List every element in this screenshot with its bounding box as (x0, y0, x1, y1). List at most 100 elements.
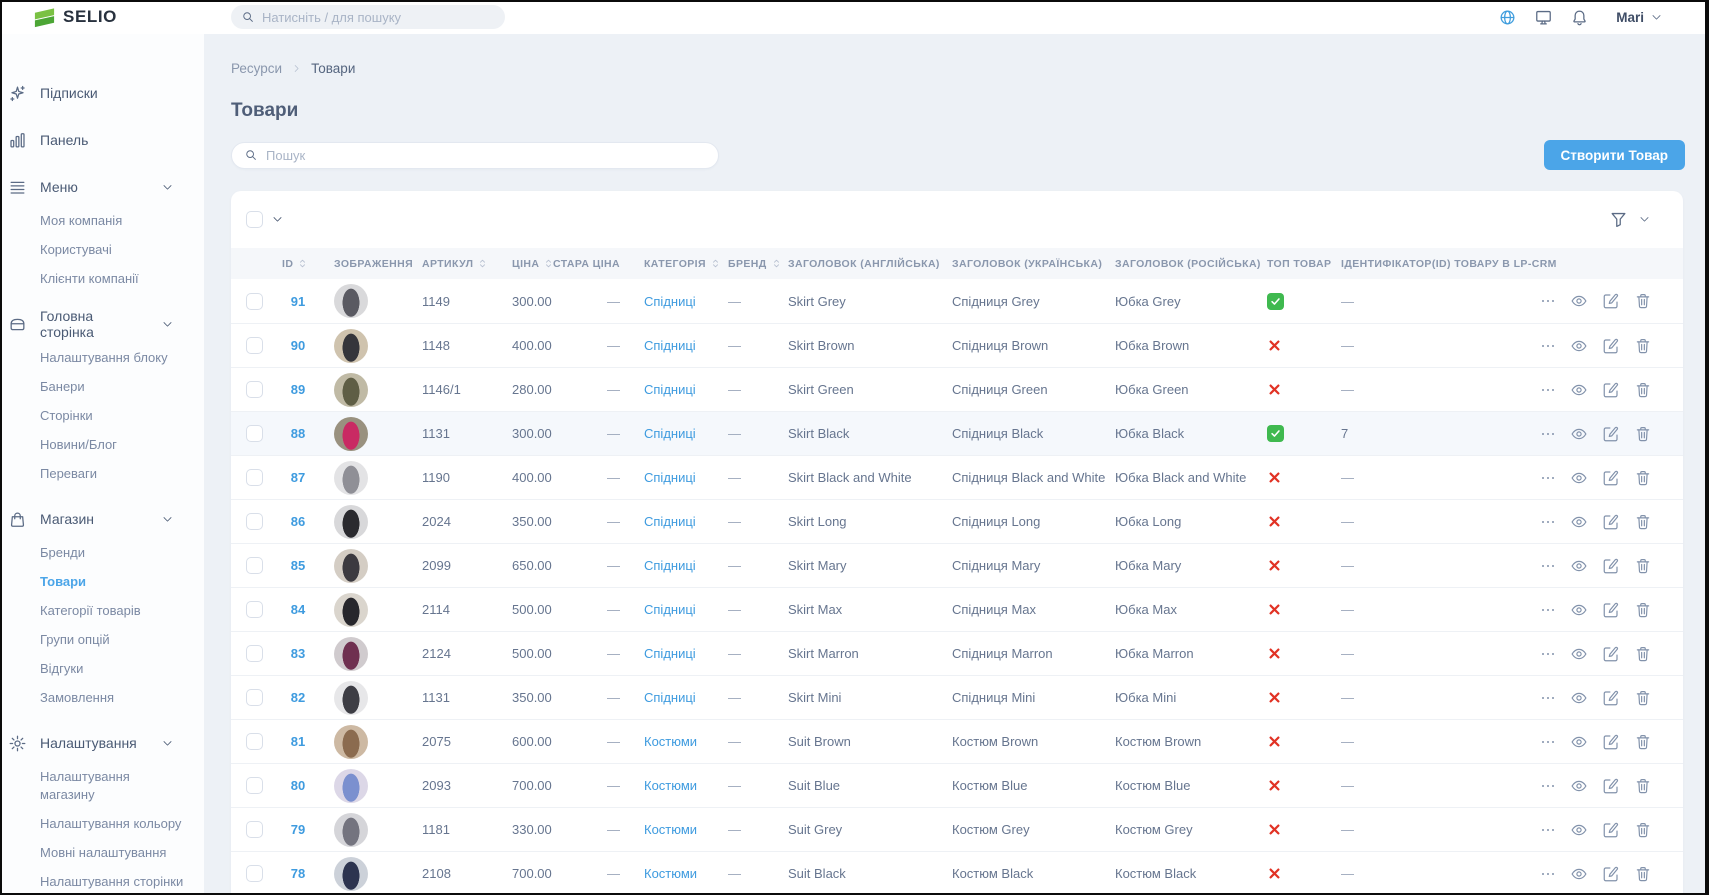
filter-chevron-icon[interactable] (1638, 213, 1651, 226)
global-search[interactable] (231, 5, 505, 29)
category-link[interactable]: Костюми (644, 734, 698, 749)
view-button[interactable] (1570, 513, 1588, 531)
sort-icon[interactable] (771, 258, 782, 269)
product-id-link[interactable]: 83 (290, 646, 306, 661)
row-more-button[interactable] (1540, 558, 1556, 574)
sidebar-item-головна-сторінка[interactable]: Головна сторінка (8, 308, 204, 340)
product-id-link[interactable]: 91 (290, 293, 306, 309)
view-button[interactable] (1570, 469, 1588, 487)
row-checkbox[interactable] (246, 557, 263, 574)
delete-button[interactable] (1634, 777, 1652, 795)
product-image[interactable] (334, 724, 368, 759)
delete-button[interactable] (1634, 865, 1652, 883)
sidebar-subitem[interactable]: Групи опцій (40, 631, 110, 647)
category-link[interactable]: Спідниці (644, 293, 696, 309)
row-more-button[interactable] (1540, 602, 1556, 618)
row-more-button[interactable] (1540, 866, 1556, 882)
delete-button[interactable] (1634, 733, 1652, 751)
category-link[interactable]: Спідниці (644, 646, 696, 661)
view-button[interactable] (1570, 777, 1588, 795)
row-more-button[interactable] (1540, 426, 1556, 442)
edit-button[interactable] (1602, 733, 1620, 751)
breadcrumb-resources[interactable]: Ресурси (231, 61, 283, 76)
column-header-brand[interactable]: БРЕНД (704, 258, 779, 270)
monitor-icon[interactable] (1534, 8, 1553, 27)
category-link[interactable]: Костюми (644, 778, 698, 793)
filter-icon[interactable] (1609, 210, 1628, 229)
product-id-link[interactable]: 88 (290, 426, 306, 441)
category-link[interactable]: Спідниці (644, 558, 696, 573)
row-more-button[interactable] (1540, 293, 1556, 309)
chevron-down-icon[interactable] (161, 737, 174, 750)
edit-button[interactable] (1602, 337, 1620, 355)
row-more-button[interactable] (1540, 382, 1556, 398)
product-image[interactable] (334, 812, 368, 847)
sidebar-subitem[interactable]: Налаштування блоку (40, 349, 168, 365)
edit-button[interactable] (1602, 821, 1620, 839)
sidebar-subitem[interactable]: Бренди (40, 544, 86, 560)
sidebar-subitem[interactable]: Замовлення (40, 689, 115, 705)
row-checkbox[interactable] (246, 733, 263, 750)
sidebar-subitem[interactable]: Налаштування кольору (40, 815, 182, 831)
sidebar-subitem[interactable]: Відгуки (40, 660, 84, 676)
category-link[interactable]: Спідниці (644, 426, 696, 441)
view-button[interactable] (1570, 381, 1588, 399)
row-checkbox[interactable] (246, 865, 263, 882)
column-header-id[interactable]: ID (276, 258, 320, 270)
delete-button[interactable] (1634, 469, 1652, 487)
delete-button[interactable] (1634, 337, 1652, 355)
sidebar-subitem[interactable]: Налаштування сторінки оформлення замовле… (40, 873, 184, 895)
product-id-link[interactable]: 78 (290, 866, 306, 881)
delete-button[interactable] (1634, 381, 1652, 399)
sidebar-subitem[interactable]: Банери (40, 378, 85, 394)
edit-button[interactable] (1602, 292, 1620, 310)
row-checkbox[interactable] (246, 292, 263, 310)
product-id-link[interactable]: 82 (290, 690, 306, 705)
column-header-sku[interactable]: АРТИКУЛ (408, 258, 508, 270)
product-id-link[interactable]: 84 (290, 602, 306, 617)
sidebar-subitem[interactable]: Новини/Блог (40, 436, 117, 452)
view-button[interactable] (1570, 733, 1588, 751)
product-image[interactable] (334, 680, 368, 715)
sort-icon[interactable] (297, 258, 308, 269)
product-id-link[interactable]: 87 (290, 470, 306, 485)
sidebar-subitem[interactable]: Категорії товарів (40, 602, 141, 618)
sidebar-item-магазин[interactable]: Магазин (8, 504, 204, 534)
product-image[interactable] (334, 592, 368, 627)
delete-button[interactable] (1634, 513, 1652, 531)
product-image[interactable] (334, 504, 368, 539)
row-more-button[interactable] (1540, 470, 1556, 486)
sort-icon[interactable] (543, 258, 554, 269)
row-checkbox[interactable] (246, 689, 263, 706)
sidebar-item-панель[interactable]: Панель (8, 125, 204, 155)
edit-button[interactable] (1602, 557, 1620, 575)
category-link[interactable]: Спідниці (644, 338, 696, 353)
view-button[interactable] (1570, 557, 1588, 575)
category-link[interactable]: Спідниці (644, 514, 696, 529)
edit-button[interactable] (1602, 469, 1620, 487)
sidebar-item-меню[interactable]: Меню (8, 172, 204, 202)
edit-button[interactable] (1602, 381, 1620, 399)
delete-button[interactable] (1634, 425, 1652, 443)
view-button[interactable] (1570, 821, 1588, 839)
row-checkbox[interactable] (246, 601, 263, 618)
product-image[interactable] (334, 548, 368, 583)
row-more-button[interactable] (1540, 646, 1556, 662)
sidebar-subitem[interactable]: Налаштування магазину (40, 768, 130, 802)
delete-button[interactable] (1634, 557, 1652, 575)
column-header-cat[interactable]: КАТЕГОРІЯ (632, 258, 718, 270)
edit-button[interactable] (1602, 425, 1620, 443)
edit-button[interactable] (1602, 645, 1620, 663)
sidebar-subitem[interactable]: Моя компанія (40, 212, 123, 228)
delete-button[interactable] (1634, 292, 1652, 310)
product-image[interactable] (334, 328, 368, 363)
product-id-link[interactable]: 80 (290, 778, 306, 793)
edit-button[interactable] (1602, 689, 1620, 707)
product-id-link[interactable]: 86 (290, 514, 306, 529)
product-id-link[interactable]: 89 (290, 382, 306, 397)
row-checkbox[interactable] (246, 337, 263, 354)
row-more-button[interactable] (1540, 734, 1556, 750)
sidebar-subitem[interactable]: Користувачі (40, 241, 112, 257)
category-link[interactable]: Спідниці (644, 602, 696, 617)
view-button[interactable] (1570, 292, 1588, 310)
